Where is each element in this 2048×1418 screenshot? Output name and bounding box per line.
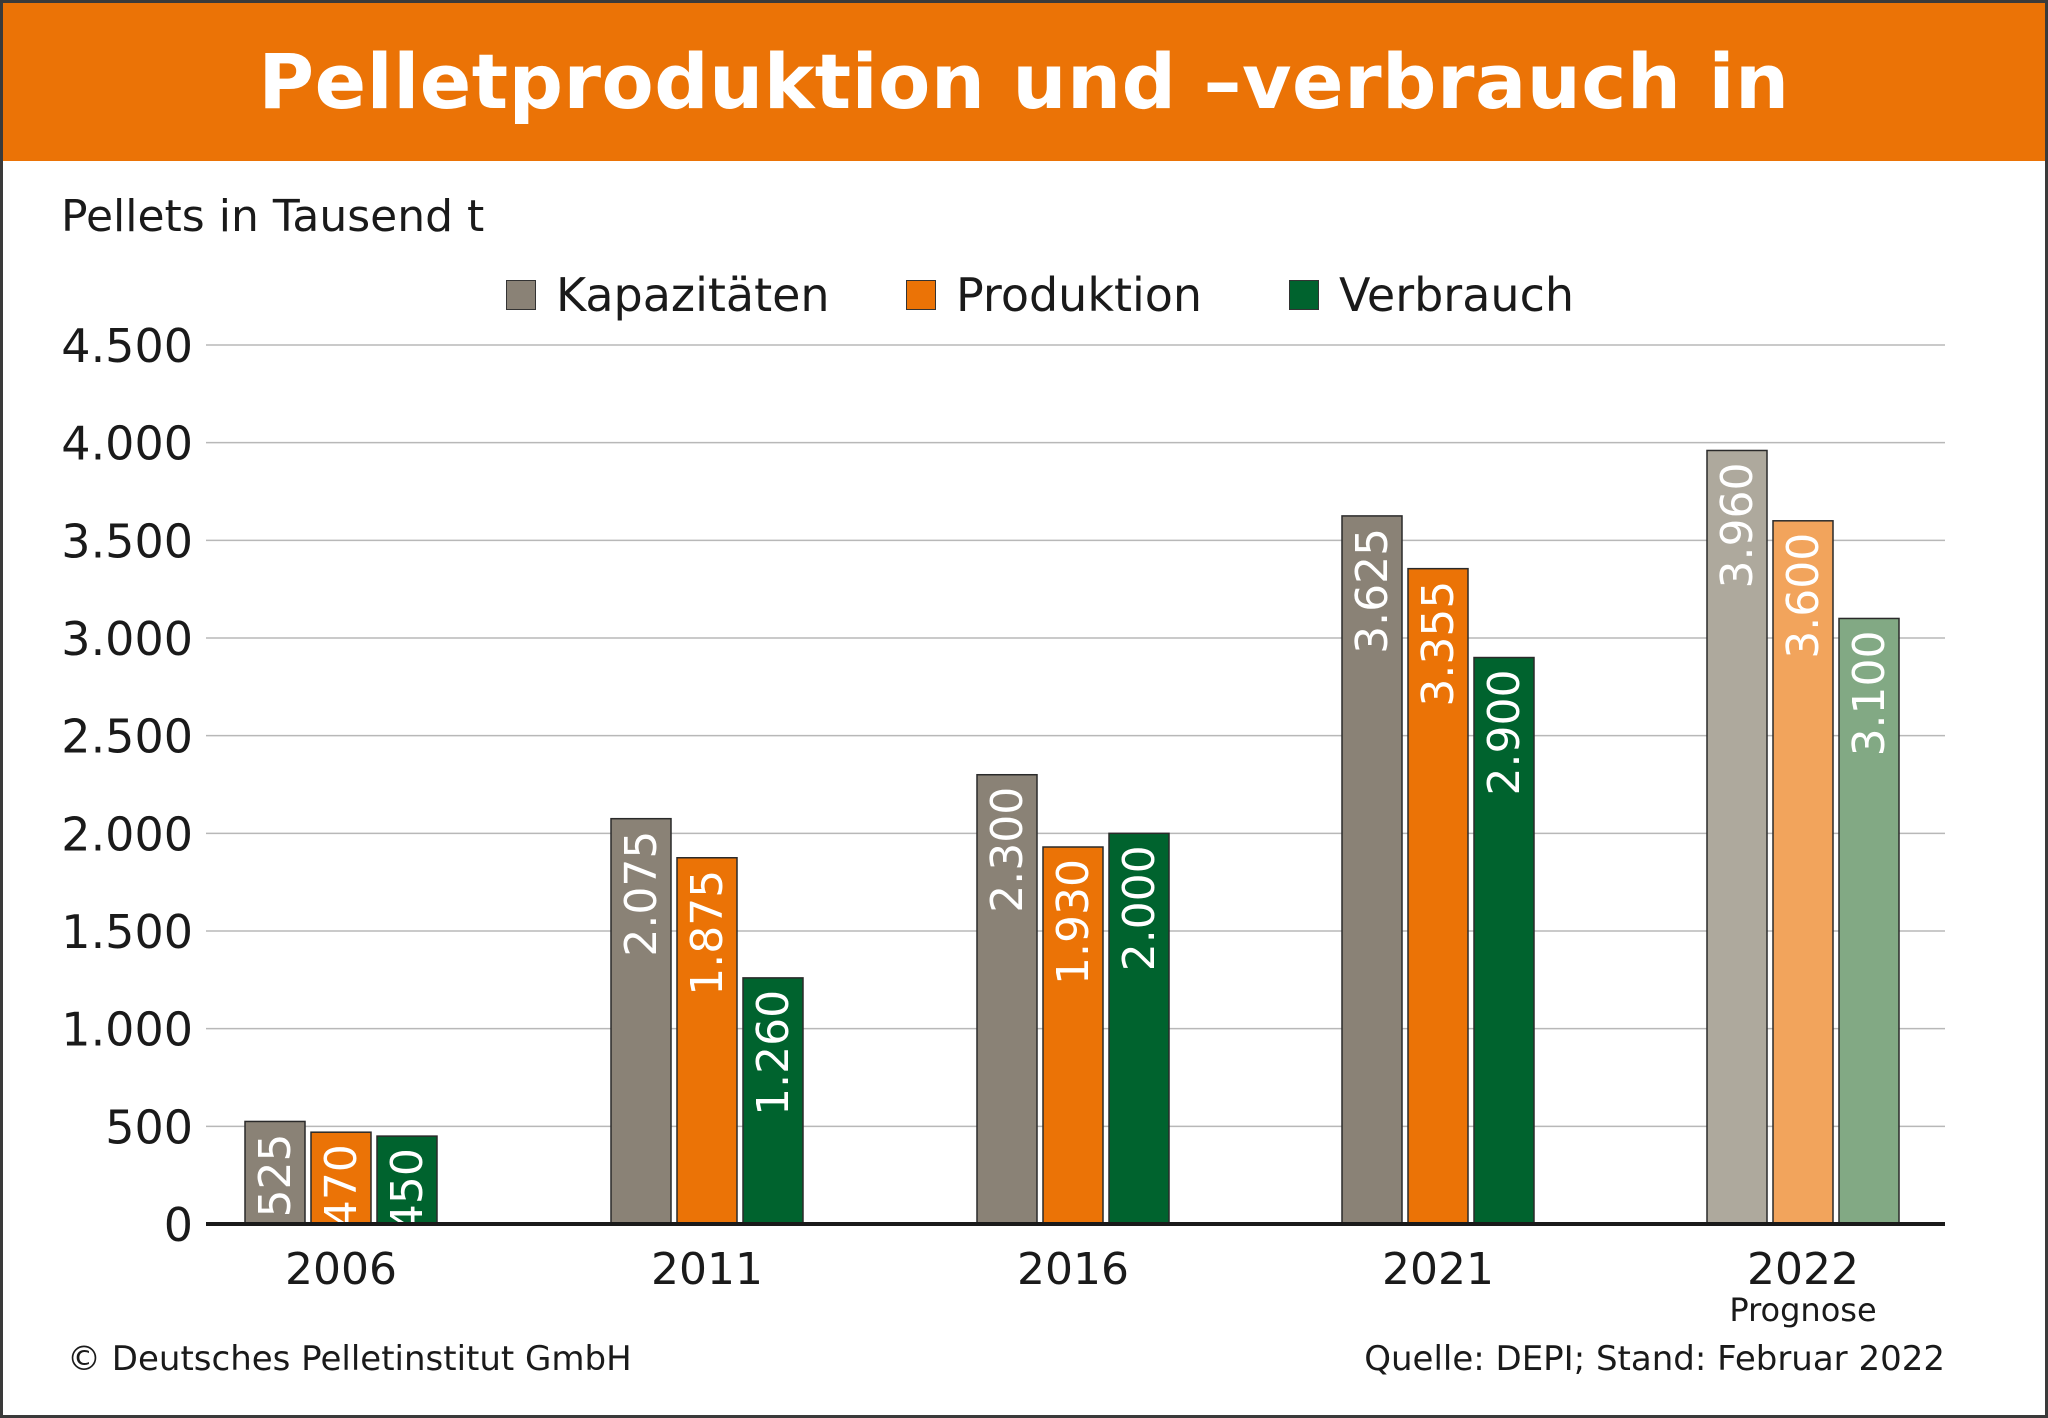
- legend-swatch-kapazitaeten: [506, 280, 536, 310]
- legend-item-verbrauch: Verbrauch: [1289, 265, 1574, 325]
- y-tick-label: 1.000: [61, 1003, 193, 1057]
- data-label-kapazitaeten: 3.960: [1712, 462, 1763, 588]
- x-tick-label: 2006: [285, 1244, 397, 1295]
- x-tick-sublabel: Prognose: [1729, 1291, 1876, 1329]
- y-tick-label: 3.000: [61, 612, 193, 666]
- data-label-kapazitaeten: 525: [250, 1133, 301, 1217]
- copyright-note: © Deutsches Pelletinstitut GmbH: [67, 1339, 632, 1379]
- bar-verbrauch: [376, 1135, 438, 1225]
- source-note: Quelle: DEPI; Stand: Februar 2022: [1364, 1339, 1945, 1379]
- bar-produktion: [1772, 520, 1834, 1225]
- title-banner: Pelletproduktion und –verbrauch in Deuts…: [3, 3, 2045, 284]
- legend-swatch-produktion: [906, 280, 936, 310]
- data-label-verbrauch: 450: [382, 1148, 433, 1232]
- y-tick-label: 0: [164, 1198, 193, 1252]
- data-label-verbrauch: 1.260: [748, 990, 799, 1116]
- data-label-verbrauch: 2.900: [1479, 670, 1530, 796]
- data-label-produktion: 1.875: [682, 870, 733, 996]
- data-label-verbrauch: 3.100: [1844, 630, 1895, 756]
- legend-item-kapazitaeten: Kapazitäten: [506, 265, 830, 325]
- data-label-kapazitaeten: 2.075: [616, 831, 667, 957]
- x-tick-label: 2016: [1017, 1244, 1129, 1295]
- chart-title: Pelletproduktion und –verbrauch in Deuts…: [258, 37, 1790, 284]
- legend-swatch-verbrauch: [1289, 280, 1319, 310]
- bar-kapazitaeten: [244, 1120, 306, 1225]
- y-tick-label: 2.500: [61, 710, 193, 764]
- x-tick-label: 2011: [651, 1244, 763, 1295]
- y-tick-label: 3.500: [61, 514, 193, 568]
- legend-label-kapazitaeten: Kapazitäten: [556, 268, 830, 322]
- y-axis-label: Pellets in Tausend t: [61, 191, 485, 242]
- data-label-produktion: 1.930: [1048, 859, 1099, 985]
- x-tick-label: 2022: [1747, 1244, 1859, 1295]
- data-label-produktion: 3.355: [1413, 581, 1464, 707]
- y-tick-label: 4.500: [61, 319, 193, 373]
- bar-kapazitaeten: [1706, 449, 1768, 1225]
- data-label-produktion: 3.600: [1778, 533, 1829, 659]
- bar-produktion: [676, 857, 738, 1225]
- bar-kapazitaeten: [1341, 515, 1403, 1225]
- bar-kapazitaeten: [976, 773, 1038, 1225]
- bar-chart: 0 500 1.000 1.500 2.000 2.500 3.000 3.500 4.000 4…: [61, 319, 1945, 1329]
- data-label-kapazitaeten: 2.300: [982, 787, 1033, 913]
- legend-label-verbrauch: Verbrauch: [1339, 268, 1575, 322]
- legend-item-produktion: Produktion: [906, 265, 1202, 325]
- bar-produktion: [1407, 567, 1469, 1225]
- bar-verbrauch: [1838, 617, 1900, 1225]
- bar-verbrauch: [742, 977, 804, 1225]
- y-tick-label: 4.000: [61, 417, 193, 471]
- y-tick-label: 500: [105, 1100, 193, 1154]
- x-tick-label: 2021: [1382, 1244, 1494, 1295]
- bar-produktion: [1042, 846, 1104, 1225]
- y-tick-label: 2.000: [61, 807, 193, 861]
- legend-label-produktion: Produktion: [956, 268, 1203, 322]
- bar-produktion: [310, 1131, 372, 1225]
- y-tick-label: 1.500: [61, 905, 193, 959]
- data-label-verbrauch: 2.000: [1114, 845, 1165, 971]
- bar-verbrauch: [1108, 832, 1170, 1225]
- legend: Kapazitäten Produktion Verbrauch: [3, 265, 2045, 325]
- data-label-produktion: 470: [316, 1144, 367, 1228]
- data-label-kapazitaeten: 3.625: [1347, 528, 1398, 654]
